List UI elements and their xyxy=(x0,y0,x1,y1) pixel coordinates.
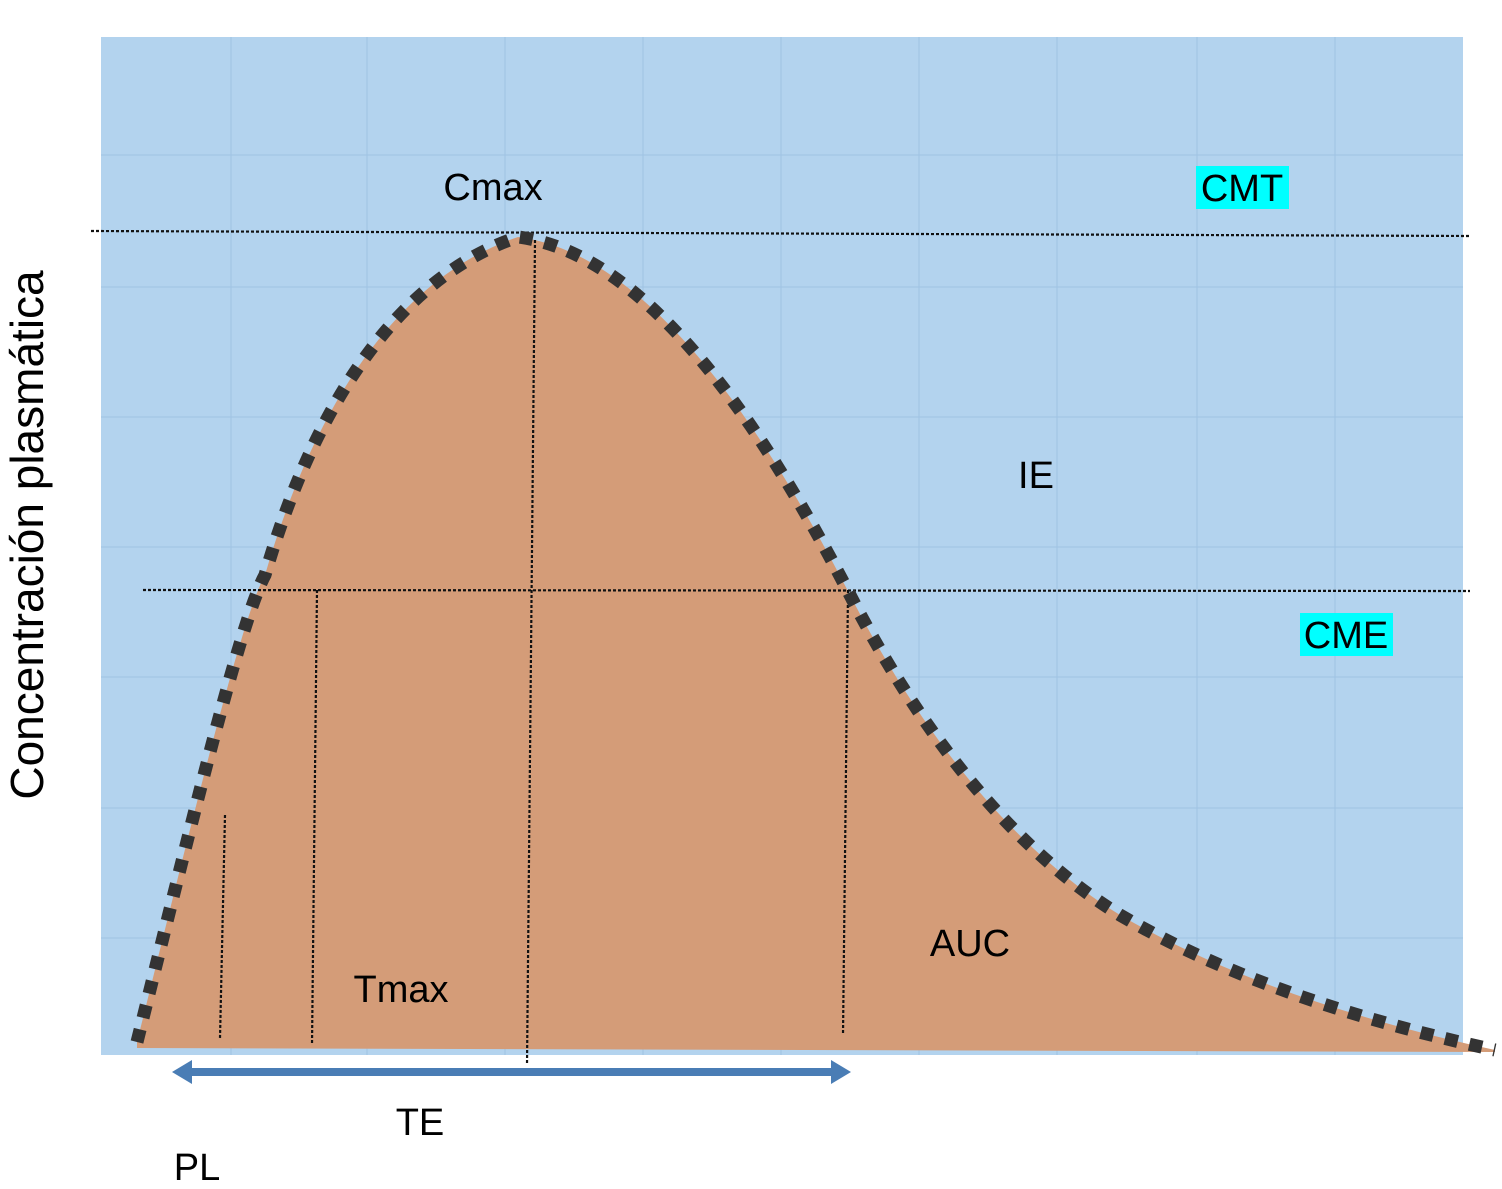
cme-highlight xyxy=(1300,613,1393,656)
te-label: TE xyxy=(396,1102,445,1144)
tmax-line xyxy=(310,589,319,1046)
pl-line xyxy=(218,814,227,1039)
pk-curve xyxy=(130,230,1497,1057)
te-end-line xyxy=(841,589,850,1036)
auc-label: AUC xyxy=(930,923,1010,965)
cmax-line xyxy=(525,239,537,1066)
y-axis-label: Concentración plasmática xyxy=(1,270,53,800)
pl-label: PL xyxy=(174,1147,220,1189)
cmax-label: Cmax xyxy=(443,167,542,209)
cme-line xyxy=(142,588,1471,593)
cme-label: CME xyxy=(1304,615,1388,657)
te-arrow xyxy=(172,1060,851,1084)
cmt-highlight xyxy=(1196,166,1289,209)
ie-label: IE xyxy=(1018,455,1054,497)
auc-area xyxy=(137,237,1495,1052)
cmt-label: CMT xyxy=(1201,168,1283,210)
tmax-label: Tmax xyxy=(354,969,449,1011)
